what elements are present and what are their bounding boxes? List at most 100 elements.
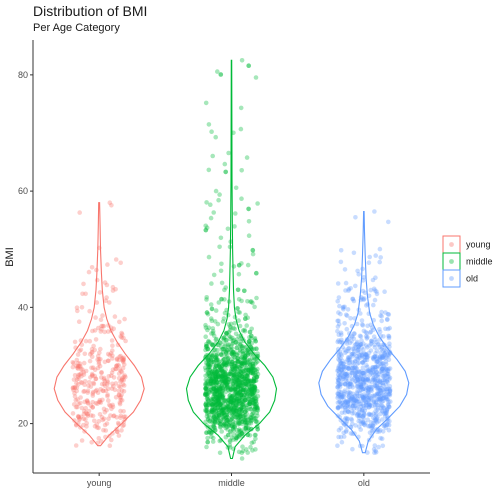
data-point — [351, 331, 357, 337]
data-point — [238, 126, 244, 132]
data-point — [336, 381, 341, 386]
data-point — [352, 364, 358, 369]
data-point — [373, 408, 378, 414]
data-point — [236, 380, 241, 386]
data-point — [245, 374, 251, 379]
data-point — [228, 405, 234, 411]
data-point — [235, 358, 241, 364]
data-point — [242, 381, 248, 387]
data-point — [235, 417, 241, 422]
data-point — [234, 380, 240, 386]
data-point — [239, 405, 244, 411]
data-point — [205, 364, 211, 370]
data-point — [337, 374, 342, 380]
data-point — [210, 342, 216, 348]
data-point — [218, 386, 223, 392]
data-point — [240, 402, 245, 408]
data-point — [105, 380, 111, 385]
data-point — [361, 373, 367, 378]
data-point — [213, 371, 219, 377]
data-point — [215, 397, 221, 402]
data-point — [336, 377, 342, 383]
data-point — [378, 394, 384, 400]
data-point — [206, 402, 211, 408]
data-point — [86, 408, 92, 414]
data-point — [206, 371, 212, 377]
data-point — [213, 416, 218, 422]
data-point — [357, 390, 363, 396]
data-point — [377, 357, 383, 363]
data-point — [223, 374, 228, 380]
data-point — [240, 401, 245, 407]
data-point — [225, 380, 231, 385]
data-point — [364, 394, 370, 399]
data-point — [85, 411, 90, 417]
data-point — [239, 359, 244, 365]
data-point — [338, 364, 344, 369]
data-point — [246, 339, 252, 344]
data-point — [229, 378, 235, 384]
data-point — [120, 382, 126, 387]
data-point — [221, 335, 227, 340]
data-point — [379, 344, 385, 350]
data-point — [356, 415, 362, 421]
data-point — [203, 373, 208, 379]
data-point — [381, 389, 387, 395]
data-point — [235, 355, 240, 361]
data-point — [84, 421, 89, 426]
data-point — [353, 373, 358, 379]
data-point — [354, 399, 360, 404]
data-point — [385, 316, 390, 322]
data-point — [228, 398, 234, 404]
data-point — [337, 358, 342, 363]
data-point — [206, 338, 211, 344]
data-point — [365, 323, 370, 329]
data-point — [377, 387, 383, 393]
data-point — [242, 415, 247, 421]
data-point — [348, 316, 353, 321]
data-point — [222, 405, 228, 410]
data-point — [216, 412, 222, 418]
data-point — [109, 370, 115, 376]
data-point — [244, 365, 249, 371]
data-point — [373, 253, 379, 258]
data-point — [223, 362, 229, 368]
data-point — [239, 405, 244, 410]
data-point — [339, 353, 345, 358]
data-point — [253, 436, 258, 442]
data-point — [118, 394, 123, 400]
data-point — [385, 326, 391, 332]
data-point — [361, 328, 367, 334]
data-point — [346, 366, 351, 371]
data-point — [208, 378, 213, 384]
data-point — [347, 373, 353, 378]
data-point — [239, 431, 244, 436]
data-point — [99, 375, 104, 380]
data-point — [235, 287, 241, 293]
data-point — [218, 366, 224, 371]
data-point — [336, 318, 341, 324]
data-point — [100, 397, 105, 403]
data-point — [208, 380, 214, 386]
data-point — [381, 387, 386, 393]
data-point — [253, 404, 258, 410]
data-point — [74, 305, 80, 311]
data-point — [203, 391, 208, 397]
data-point — [365, 334, 370, 340]
data-point — [121, 422, 127, 428]
data-point — [241, 414, 247, 419]
data-point — [249, 333, 254, 339]
data-point — [217, 392, 223, 398]
data-point — [216, 394, 222, 400]
data-point — [353, 397, 359, 403]
data-point — [218, 421, 223, 427]
data-point — [341, 367, 347, 372]
data-point — [372, 418, 378, 423]
data-point — [218, 377, 224, 383]
data-point — [222, 371, 227, 377]
data-point — [381, 373, 387, 379]
data-point — [234, 352, 239, 358]
data-point — [251, 439, 256, 445]
data-point — [211, 350, 216, 356]
data-point — [363, 393, 368, 399]
